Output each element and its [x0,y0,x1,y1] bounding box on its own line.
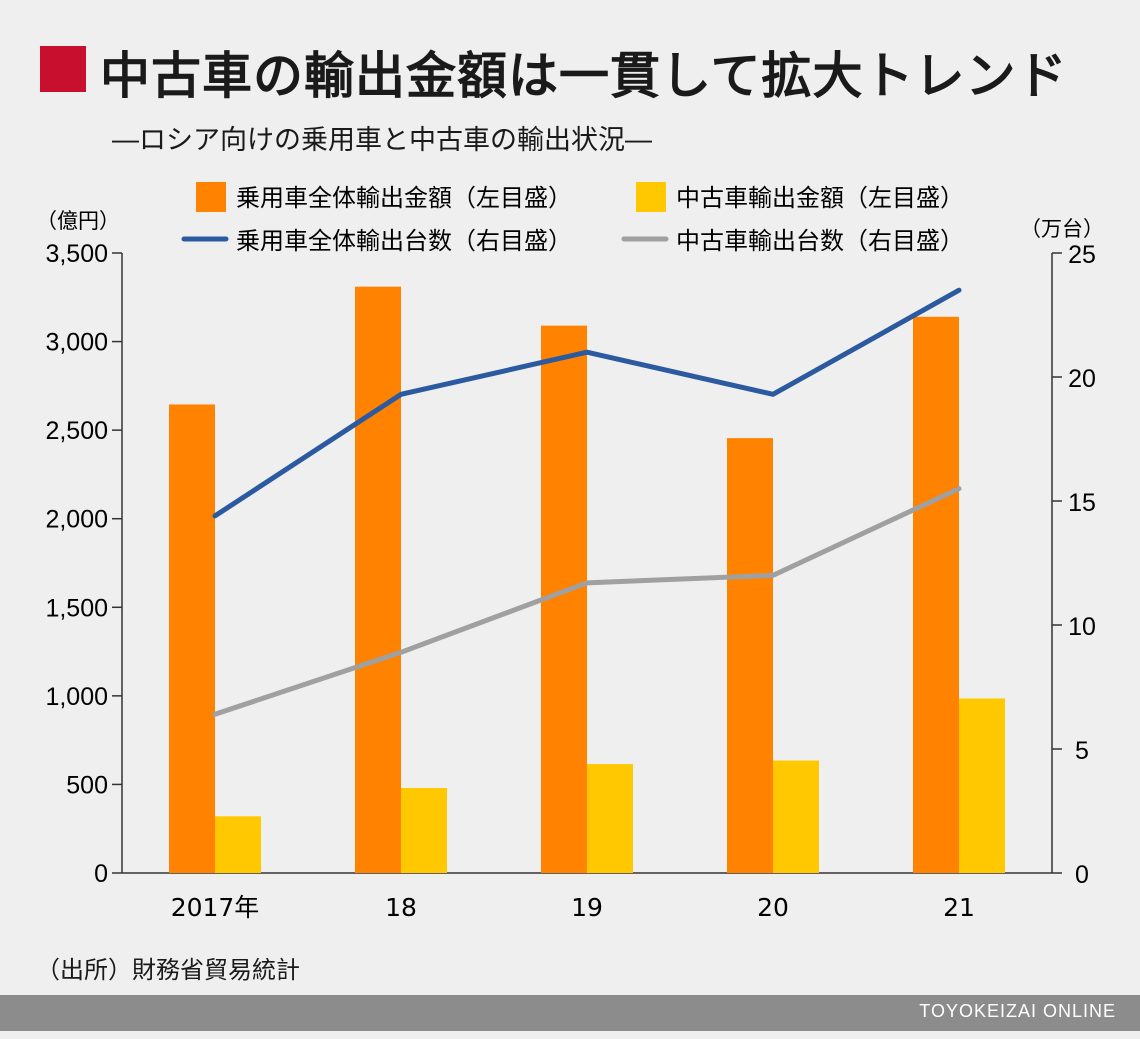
right-tick-label-0: 0 [1075,861,1089,889]
x-tick-label-4: 21 [943,893,975,922]
bar-s1-0 [215,816,261,873]
source-note: （出所）財務省貿易統計 [36,956,300,984]
x-tick-label-0: 2017年 [171,893,260,922]
left-tick-label-6: 3,000 [45,329,108,357]
point-s2-0 [213,514,217,518]
point-s2-3 [771,392,775,396]
x-tick-label-1: 18 [385,893,417,922]
right-tick-label-5: 25 [1068,241,1096,269]
page-subtitle: ―ロシア向けの乗用車と中古車の輸出状況― [112,125,652,156]
left-tick-label-0: 0 [94,860,108,888]
right-tick-label-1: 5 [1075,737,1089,765]
point-s3-0 [213,712,217,716]
bar-s1-3 [773,760,819,873]
point-s2-4 [957,288,961,292]
left-tick-label-4: 2,000 [45,506,108,534]
bar-s1-2 [587,764,633,873]
point-s2-2 [585,350,589,354]
point-s3-3 [771,573,775,577]
chart: 乗用車全体輸出金額（左目盛） 中古車輸出金額（左目盛） 乗用車全体輸出台数（右目盛）… [36,182,1104,922]
x-tick-label-3: 20 [757,893,789,922]
point-s3-4 [957,487,961,491]
footer-brand: TOYOKEIZAI ONLINE [919,1001,1116,1021]
point-s3-1 [399,650,403,654]
x-tick-label-2: 19 [571,893,603,922]
bar-s0-1 [355,286,401,874]
left-tick-label-3: 1,500 [45,594,108,622]
bar-s0-3 [727,438,773,873]
point-s2-1 [399,392,403,396]
left-axis-label: （億円） [36,209,120,233]
point-s3-2 [585,581,589,585]
legend-label-1: 中古車輸出金額（左目盛） [676,184,964,212]
page-title: 中古車の輸出金額は一貫して拡大トレンド [100,47,1068,105]
footer-bar: TOYOKEIZAI ONLINE [0,995,1140,1031]
right-tick-label-2: 10 [1068,613,1096,641]
bar-s0-0 [169,404,215,873]
legend-swatch-0 [196,182,226,212]
left-tick-label-5: 2,500 [45,417,108,445]
left-tick-label-1: 500 [66,771,108,799]
legend-label-3: 中古車輸出台数（右目盛） [676,227,964,255]
right-tick-label-4: 20 [1068,365,1096,393]
bar-s0-4 [913,316,959,873]
bar-s1-1 [401,787,447,873]
left-tick-label-2: 1,000 [45,683,108,711]
left-tick-label-7: 3,500 [45,240,108,268]
legend-label-2: 乗用車全体輸出台数（右目盛） [236,227,572,255]
bar-s1-4 [959,698,1005,873]
right-axis-label: （万台） [1020,217,1104,241]
legend-label-0: 乗用車全体輸出金額（左目盛） [236,184,572,212]
right-tick-label-3: 15 [1068,489,1096,517]
legend-swatch-1 [636,182,666,212]
title-marker [40,46,86,92]
